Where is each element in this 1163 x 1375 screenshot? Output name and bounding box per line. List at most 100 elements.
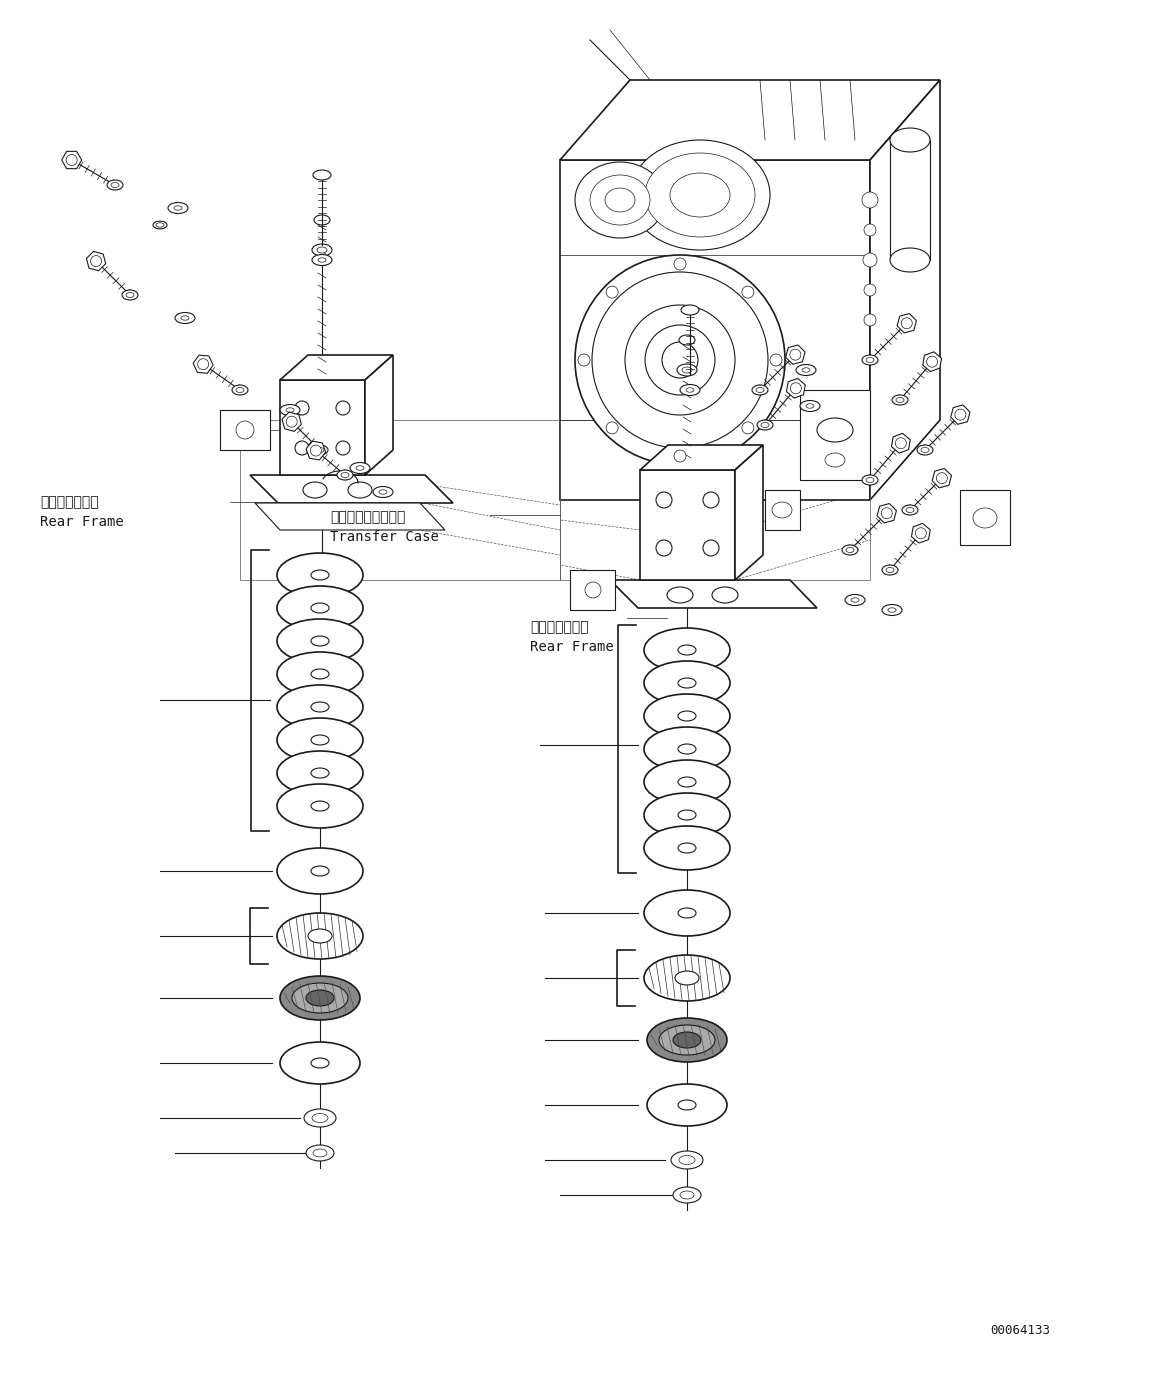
Ellipse shape: [236, 388, 244, 392]
Ellipse shape: [373, 487, 393, 498]
Polygon shape: [877, 503, 897, 522]
Ellipse shape: [280, 1042, 361, 1084]
Ellipse shape: [973, 507, 997, 528]
Polygon shape: [950, 406, 970, 425]
Ellipse shape: [644, 793, 730, 837]
Ellipse shape: [311, 736, 329, 745]
Ellipse shape: [356, 466, 364, 470]
Polygon shape: [365, 355, 393, 474]
Ellipse shape: [889, 608, 896, 612]
Ellipse shape: [304, 483, 327, 498]
Ellipse shape: [678, 908, 695, 918]
Ellipse shape: [668, 587, 693, 604]
Text: トランスファケース
Transfer Case: トランスファケース Transfer Case: [330, 510, 438, 543]
Ellipse shape: [315, 170, 329, 179]
Ellipse shape: [906, 507, 914, 513]
Ellipse shape: [592, 272, 768, 448]
Ellipse shape: [761, 422, 769, 428]
Ellipse shape: [348, 483, 372, 498]
Polygon shape: [306, 441, 326, 461]
Polygon shape: [890, 140, 930, 260]
Polygon shape: [86, 252, 106, 271]
Ellipse shape: [277, 718, 363, 762]
Ellipse shape: [336, 402, 350, 415]
Ellipse shape: [647, 1084, 727, 1126]
Ellipse shape: [862, 474, 878, 485]
Ellipse shape: [675, 258, 686, 270]
Ellipse shape: [606, 422, 618, 434]
Ellipse shape: [864, 285, 876, 296]
Ellipse shape: [790, 349, 801, 360]
Ellipse shape: [862, 193, 878, 208]
Ellipse shape: [308, 930, 331, 943]
Ellipse shape: [742, 286, 754, 298]
Ellipse shape: [678, 843, 695, 852]
Ellipse shape: [683, 307, 697, 314]
Ellipse shape: [295, 402, 309, 415]
Ellipse shape: [896, 437, 906, 448]
Text: 00064133: 00064133: [990, 1324, 1050, 1336]
Ellipse shape: [314, 214, 330, 226]
Ellipse shape: [659, 1024, 715, 1055]
Ellipse shape: [311, 866, 329, 876]
Ellipse shape: [174, 206, 181, 210]
Ellipse shape: [295, 441, 309, 455]
Ellipse shape: [231, 385, 248, 395]
Ellipse shape: [673, 1187, 701, 1203]
Ellipse shape: [312, 446, 328, 455]
Polygon shape: [280, 380, 365, 474]
Ellipse shape: [311, 604, 329, 613]
Ellipse shape: [313, 1150, 327, 1156]
Ellipse shape: [678, 810, 695, 820]
Ellipse shape: [846, 547, 854, 553]
Ellipse shape: [863, 253, 877, 267]
Ellipse shape: [236, 421, 254, 439]
Ellipse shape: [644, 661, 730, 705]
Ellipse shape: [679, 1155, 695, 1165]
Ellipse shape: [277, 652, 363, 696]
Ellipse shape: [156, 223, 164, 227]
Ellipse shape: [590, 175, 650, 226]
Ellipse shape: [91, 256, 101, 267]
Ellipse shape: [678, 777, 695, 786]
Ellipse shape: [675, 971, 699, 984]
Ellipse shape: [277, 913, 363, 958]
Ellipse shape: [791, 382, 801, 393]
Ellipse shape: [311, 703, 329, 712]
Ellipse shape: [816, 418, 852, 441]
Ellipse shape: [656, 540, 672, 556]
Ellipse shape: [902, 505, 918, 516]
Ellipse shape: [585, 582, 601, 598]
Ellipse shape: [712, 587, 739, 604]
Ellipse shape: [916, 446, 933, 455]
Ellipse shape: [304, 1110, 336, 1127]
Ellipse shape: [575, 162, 665, 238]
Ellipse shape: [277, 685, 363, 729]
Ellipse shape: [126, 293, 134, 297]
Polygon shape: [255, 503, 445, 529]
Ellipse shape: [341, 473, 349, 477]
Ellipse shape: [842, 544, 858, 556]
Polygon shape: [912, 524, 930, 543]
Ellipse shape: [756, 388, 764, 392]
Ellipse shape: [677, 364, 697, 375]
Ellipse shape: [656, 492, 672, 507]
Ellipse shape: [864, 314, 876, 326]
Ellipse shape: [107, 180, 123, 190]
Ellipse shape: [678, 711, 695, 720]
Ellipse shape: [702, 540, 719, 556]
Ellipse shape: [311, 1057, 329, 1068]
Ellipse shape: [122, 290, 138, 300]
Ellipse shape: [198, 359, 208, 370]
Ellipse shape: [350, 462, 370, 473]
Polygon shape: [62, 151, 81, 169]
Ellipse shape: [644, 760, 730, 804]
Ellipse shape: [280, 976, 361, 1020]
Ellipse shape: [312, 243, 331, 256]
Polygon shape: [640, 470, 735, 580]
Ellipse shape: [846, 594, 865, 605]
Ellipse shape: [645, 153, 755, 236]
Ellipse shape: [882, 507, 892, 518]
Ellipse shape: [313, 170, 331, 180]
Ellipse shape: [174, 312, 195, 323]
